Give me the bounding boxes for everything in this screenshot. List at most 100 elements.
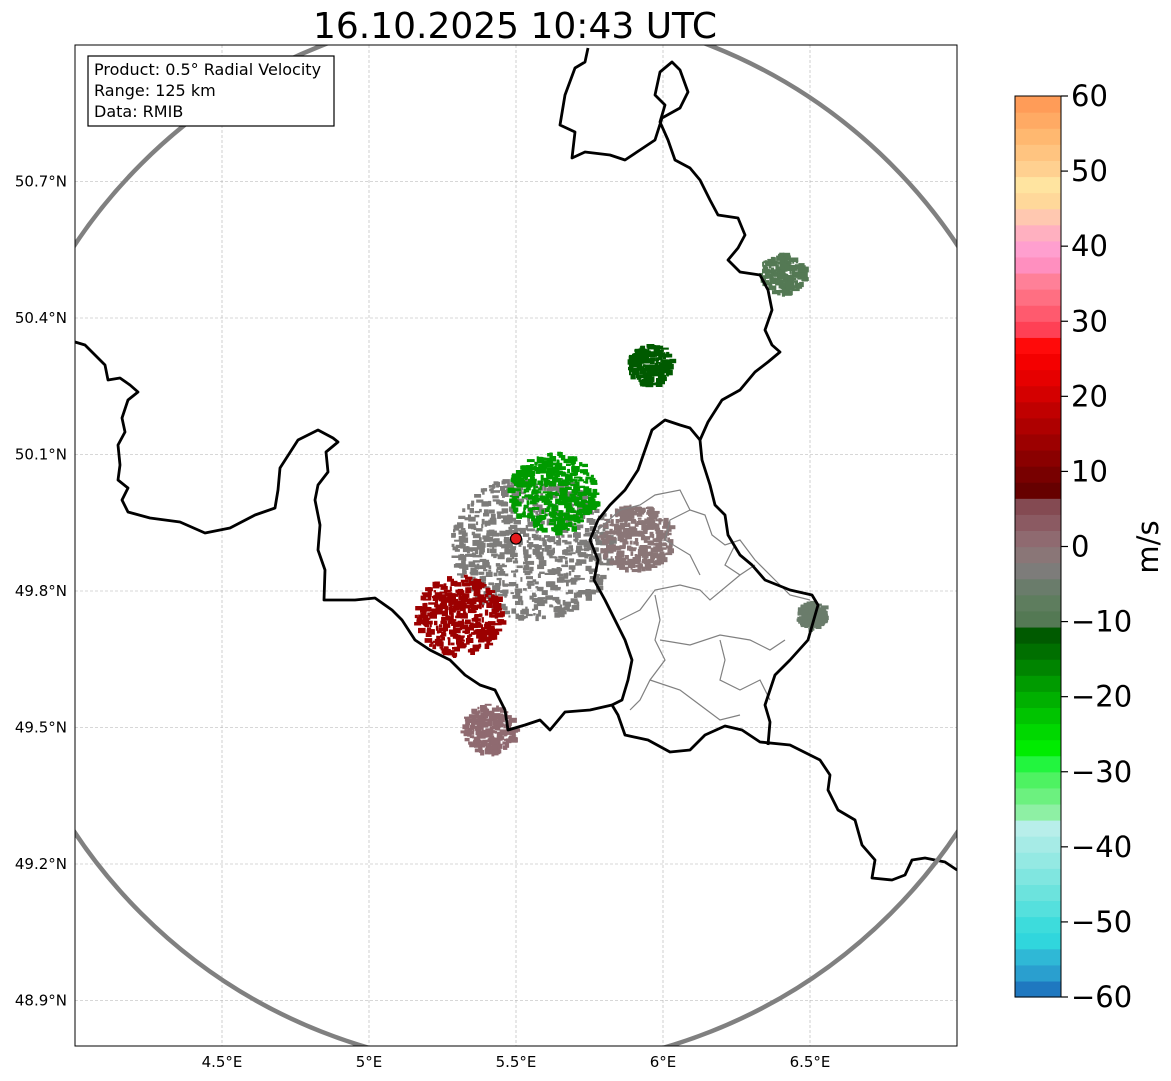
echo-pixel (604, 518, 610, 521)
echo-pixel (540, 560, 546, 566)
echo-pixel (648, 508, 655, 512)
echo-pixel (522, 588, 527, 591)
echo-pixel (634, 554, 640, 559)
echo-pixel (454, 646, 460, 652)
echo-pixel (574, 500, 579, 506)
echo-pixel (818, 622, 825, 626)
echo-pixel (477, 715, 483, 721)
echo-pixel (537, 480, 542, 485)
echo-pixel (492, 483, 496, 489)
echo-pixel (793, 277, 797, 281)
echo-pixel (567, 534, 572, 538)
echo-pixel (617, 519, 624, 523)
echo-pixel (502, 718, 505, 723)
echo-pixel (494, 746, 498, 750)
y-tick-label: 49.5°N (15, 719, 67, 737)
echo-pixel (636, 564, 643, 568)
echo-pixel (665, 545, 673, 549)
colorbar-band (1015, 128, 1061, 145)
echo-pixel (449, 607, 456, 613)
echo-pixel (442, 599, 446, 605)
echo-pixel (637, 352, 644, 357)
colorbar-band (1015, 208, 1061, 226)
echo-pixel (512, 499, 519, 506)
echo-pixel (771, 277, 775, 284)
echo-pixel (631, 568, 640, 573)
echo-pixel (635, 542, 639, 546)
echo-pixel (443, 589, 451, 593)
echo-pixel (553, 528, 556, 533)
echo-pixel (576, 519, 584, 523)
echo-pixel (473, 592, 479, 597)
echo-pixel (775, 264, 779, 268)
echo-pixel (483, 581, 486, 585)
colorbar-band (1015, 305, 1061, 322)
echo-pixel (571, 489, 579, 494)
echo-pixel (531, 533, 537, 538)
echo-pixel (615, 519, 619, 524)
echo-pixel (479, 558, 487, 562)
echo-pixel (486, 520, 491, 526)
echo-pixel (422, 592, 428, 598)
echo-pixel (434, 640, 438, 646)
echo-pixel (494, 541, 503, 547)
echo-pixel (561, 479, 570, 483)
echo-pixel (508, 615, 511, 618)
admin-border-8 (724, 544, 741, 576)
echo-pixel (566, 463, 571, 466)
echo-pixel (585, 476, 592, 480)
echo-pixel (602, 523, 609, 528)
echo-pixel (583, 481, 588, 484)
echo-pixel (564, 557, 568, 560)
echo-pixel (549, 605, 554, 608)
echo-pixel (454, 628, 463, 631)
echo-pixel (488, 715, 494, 721)
echo-pixel (525, 559, 528, 565)
echo-pixel (473, 588, 479, 593)
echo-pixel (563, 606, 569, 611)
echo-pixel (657, 346, 661, 350)
colorbar-band (1015, 192, 1061, 210)
echo-pixel (585, 488, 592, 494)
echo-pixel (515, 613, 519, 620)
echo-pixel (510, 510, 518, 514)
echo-pixel (545, 595, 553, 600)
echo-pixel (619, 545, 626, 550)
echo-pixel (790, 274, 793, 280)
echo-pixel (503, 746, 508, 750)
echo-pixel (492, 749, 499, 754)
echo-pixel (578, 535, 581, 538)
echo-pixel (548, 536, 556, 543)
echo-pixel (641, 560, 645, 564)
echo-pixel (495, 596, 503, 602)
colorbar-band (1015, 643, 1061, 660)
echo-pixel (499, 729, 502, 735)
echo-pixel (493, 554, 497, 559)
echo-pixel (551, 462, 559, 466)
echo-pixel (600, 548, 604, 554)
echo-pixel (619, 545, 622, 549)
echo-pixel (559, 607, 565, 612)
echo-pixel (487, 720, 493, 727)
colorbar-band (1015, 723, 1061, 741)
echo-pixel (538, 491, 542, 494)
echo-pixel (611, 523, 619, 527)
echo-pixel (535, 529, 538, 534)
echo-pixel (555, 529, 563, 536)
echo-pixel (487, 642, 494, 646)
echo-pixel (576, 559, 581, 565)
echo-pixel (646, 376, 655, 382)
echo-pixel (481, 501, 489, 507)
echo-pixel (484, 520, 488, 527)
y-tick-label: 49.8°N (15, 582, 67, 600)
echo-pixel (515, 601, 521, 605)
echo-pixel (645, 358, 651, 363)
echo-pixel (501, 489, 509, 493)
echo-pixel (553, 524, 561, 530)
echo-pixel (561, 534, 565, 538)
echo-pixel (429, 613, 437, 619)
echo-pixel (620, 550, 625, 554)
echo-pixel (630, 547, 637, 550)
echo-pixel (478, 639, 485, 643)
echo-pixel (537, 564, 545, 570)
